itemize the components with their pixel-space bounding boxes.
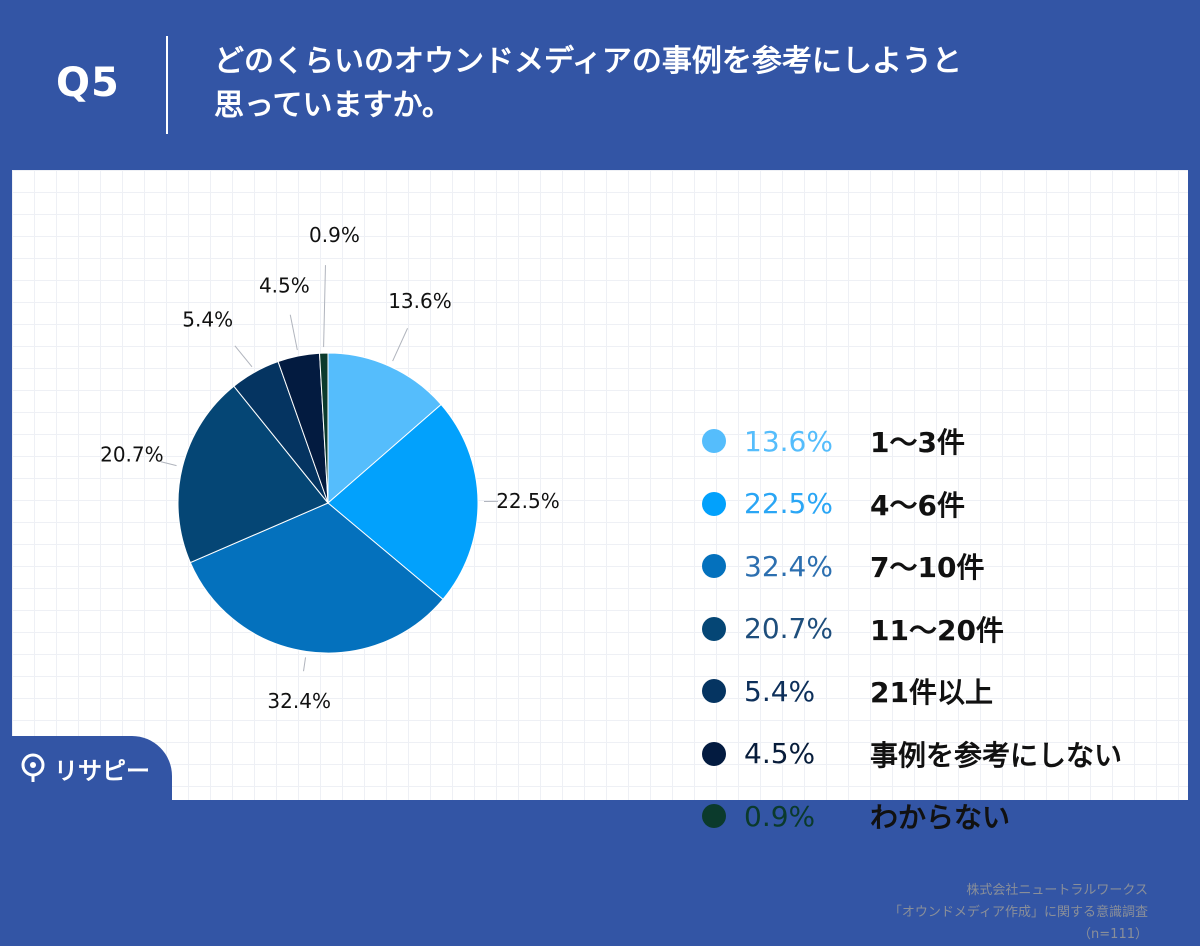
chart-legend: 13.6% 1〜3件 22.5% 4〜6件 32.4% 7〜10件 20.7% 11〜20件 5… (702, 410, 1172, 848)
legend-swatch (702, 617, 726, 641)
slice-data-label: 13.6% (388, 289, 452, 313)
slice-data-label: 0.9% (309, 223, 360, 247)
legend-swatch (702, 679, 726, 703)
legend-label: 11〜20件 (870, 609, 1004, 649)
legend-percent: 0.9% (744, 800, 854, 833)
legend-swatch (702, 429, 726, 453)
header: Q5 どのくらいのオウンドメディアの事例を参考にしようと 思っていますか。 (0, 0, 1200, 170)
legend-percent: 4.5% (744, 737, 854, 770)
header-divider (166, 36, 168, 134)
legend-label: わからない (870, 796, 1010, 836)
leader-line (324, 265, 326, 347)
slice-data-label: 20.7% (100, 443, 164, 467)
slice-data-label: 32.4% (267, 689, 331, 713)
slice-data-label: 5.4% (182, 308, 233, 332)
legend-swatch (702, 804, 726, 828)
chart-card: 13.6% 22.5% 32.4% 20.7% 5.4% 4.5% 0.9% 13.6% 1〜… (12, 170, 1188, 800)
legend-item: 13.6% 1〜3件 (702, 410, 1172, 473)
pin-logo-icon (20, 753, 46, 783)
question-text: どのくらいのオウンドメディアの事例を参考にしようと 思っていますか。 (214, 40, 1154, 128)
question-number: Q5 (56, 60, 120, 106)
legend-label: 7〜10件 (870, 546, 984, 586)
legend-percent: 13.6% (744, 425, 854, 458)
legend-swatch (702, 742, 726, 766)
legend-swatch (702, 492, 726, 516)
question-line-2: 思っていますか。 (214, 84, 1154, 128)
legend-item: 5.4% 21件以上 (702, 660, 1172, 723)
legend-item: 4.5% 事例を参考にしない (702, 723, 1172, 786)
leader-line (304, 657, 306, 671)
legend-percent: 5.4% (744, 675, 854, 708)
leader-line (393, 328, 408, 361)
brand-name: リサピー (54, 751, 150, 786)
legend-item: 20.7% 11〜20件 (702, 598, 1172, 661)
source-sample-size: （n=111） (728, 924, 1148, 946)
legend-item: 0.9% わからない (702, 785, 1172, 848)
source-company: 株式会社ニュートラルワークス (728, 880, 1148, 902)
legend-label: 1〜3件 (870, 421, 965, 461)
legend-item: 32.4% 7〜10件 (702, 535, 1172, 598)
source-note: 株式会社ニュートラルワークス 「オウンドメディア作成」に関する意識調査 （n=1… (728, 880, 1148, 946)
pie-chart: 13.6% 22.5% 32.4% 20.7% 5.4% 4.5% 0.9% (12, 170, 692, 800)
legend-percent: 20.7% (744, 612, 854, 645)
legend-percent: 22.5% (744, 487, 854, 520)
leader-line (235, 346, 252, 367)
legend-label: 4〜6件 (870, 484, 965, 524)
legend-percent: 32.4% (744, 550, 854, 583)
brand-logo: リサピー (0, 736, 172, 800)
question-line-1: どのくらいのオウンドメディアの事例を参考にしようと (214, 40, 1154, 84)
legend-item: 22.5% 4〜6件 (702, 473, 1172, 536)
legend-swatch (702, 554, 726, 578)
slice-data-label: 22.5% (496, 489, 560, 513)
legend-label: 21件以上 (870, 671, 993, 711)
source-survey: 「オウンドメディア作成」に関する意識調査 (728, 902, 1148, 924)
leader-line (290, 315, 297, 350)
slice-data-label: 4.5% (259, 273, 310, 297)
legend-label: 事例を参考にしない (870, 734, 1122, 774)
